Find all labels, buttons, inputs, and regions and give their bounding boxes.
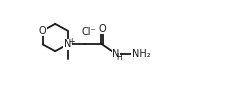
Text: O: O bbox=[98, 24, 106, 33]
Text: N: N bbox=[64, 39, 71, 49]
Text: N: N bbox=[112, 49, 120, 59]
Text: +: + bbox=[68, 37, 75, 46]
Text: Cl⁻: Cl⁻ bbox=[81, 26, 96, 37]
Text: H: H bbox=[116, 53, 122, 62]
Text: O: O bbox=[39, 26, 47, 36]
Text: NH₂: NH₂ bbox=[132, 49, 150, 59]
